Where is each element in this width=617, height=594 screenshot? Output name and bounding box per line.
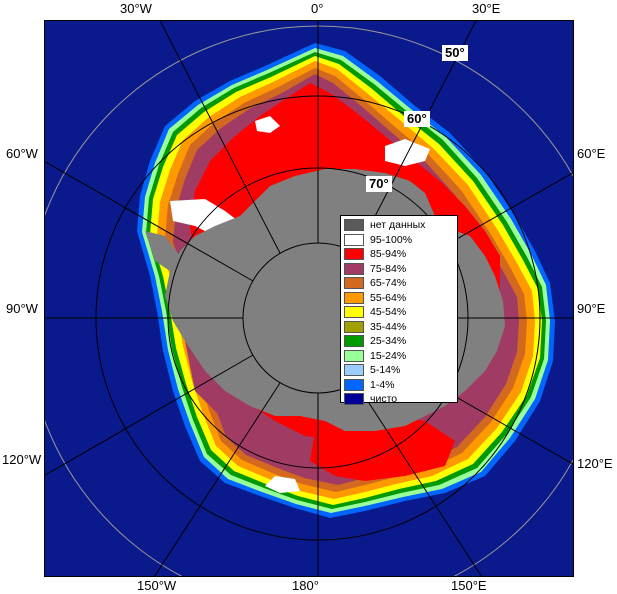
legend-label: 95-100%: [370, 233, 413, 246]
legend-item: 65-74%: [344, 276, 454, 291]
ice-patch-95-100-south: [265, 476, 300, 493]
meridian-120w: [45, 354, 254, 476]
legend-swatch: [344, 248, 364, 261]
longitude-label-60w: 60°W: [6, 146, 38, 161]
legend-swatch: [344, 364, 364, 377]
legend-label: нет данных: [370, 219, 426, 232]
legend-label: 55-64%: [370, 291, 407, 304]
legend-item: 15-24%: [344, 349, 454, 364]
meridian-150w: [154, 382, 281, 576]
legend-swatch: [344, 320, 364, 333]
longitude-label-90w: 90°W: [6, 301, 38, 316]
map-frame: [44, 20, 574, 577]
legend-item: 25-34%: [344, 334, 454, 349]
legend-label: 15-24%: [370, 349, 407, 362]
legend-item: 35-44%: [344, 320, 454, 335]
sea-ice-map: [45, 21, 573, 576]
legend-label: чисто: [370, 393, 398, 406]
antarctic-peninsula-no-data: [145, 231, 180, 271]
meridian-30w: [159, 21, 281, 254]
legend-swatch: [344, 219, 364, 232]
meridian-150e: [355, 382, 482, 576]
legend-label: 1-4%: [370, 378, 395, 391]
legend-label: 5-14%: [370, 364, 401, 377]
ice-patch-95-100-north: [255, 116, 280, 133]
latitude-label-50: 50°: [442, 45, 468, 61]
legend-item: 75-84%: [344, 262, 454, 277]
legend-swatch: [344, 349, 364, 362]
legend-label: 45-54%: [370, 306, 407, 319]
legend-item: 5-14%: [344, 363, 454, 378]
latitude-label-70: 70°: [366, 176, 392, 192]
longitude-label-60e: 60°E: [577, 146, 606, 161]
longitude-label-0: 0°: [311, 1, 324, 16]
longitude-label-120e: 120°E: [577, 456, 613, 471]
legend-item: 85-94%: [344, 247, 454, 262]
legend-label: 85-94%: [370, 248, 407, 261]
legend-item: 55-64%: [344, 291, 454, 306]
legend-item: нет данных: [344, 218, 454, 233]
ice-concentration-legend: нет данных 95-100% 85-94% 75-84% 65-74% 55-64…: [340, 215, 458, 406]
legend-label: 75-84%: [370, 262, 407, 275]
legend-swatch: [344, 393, 364, 406]
legend-label: 65-74%: [370, 277, 407, 290]
longitude-label-180: 180°: [292, 578, 319, 593]
longitude-label-30w: 30°W: [120, 1, 152, 16]
longitude-label-30e: 30°E: [472, 1, 501, 16]
legend-swatch: [344, 233, 364, 246]
legend-swatch: [344, 291, 364, 304]
legend-item: 95-100%: [344, 233, 454, 248]
legend-swatch: [344, 262, 364, 275]
latitude-label-60: 60°: [404, 111, 430, 127]
legend-swatch: [344, 378, 364, 391]
longitude-label-120w: 120°W: [2, 452, 42, 467]
longitude-label-150e: 150°E: [451, 578, 487, 593]
legend-item: 1-4%: [344, 378, 454, 393]
meridian-60w: [45, 161, 254, 282]
longitude-label-150w: 150°W: [137, 578, 177, 593]
legend-label: 35-44%: [370, 320, 407, 333]
legend-swatch: [344, 277, 364, 290]
legend-item: 45-54%: [344, 305, 454, 320]
legend-item: чисто: [344, 392, 454, 407]
legend-swatch: [344, 335, 364, 348]
legend-swatch: [344, 306, 364, 319]
legend-label: 25-34%: [370, 335, 407, 348]
longitude-label-90e: 90°E: [577, 301, 606, 316]
